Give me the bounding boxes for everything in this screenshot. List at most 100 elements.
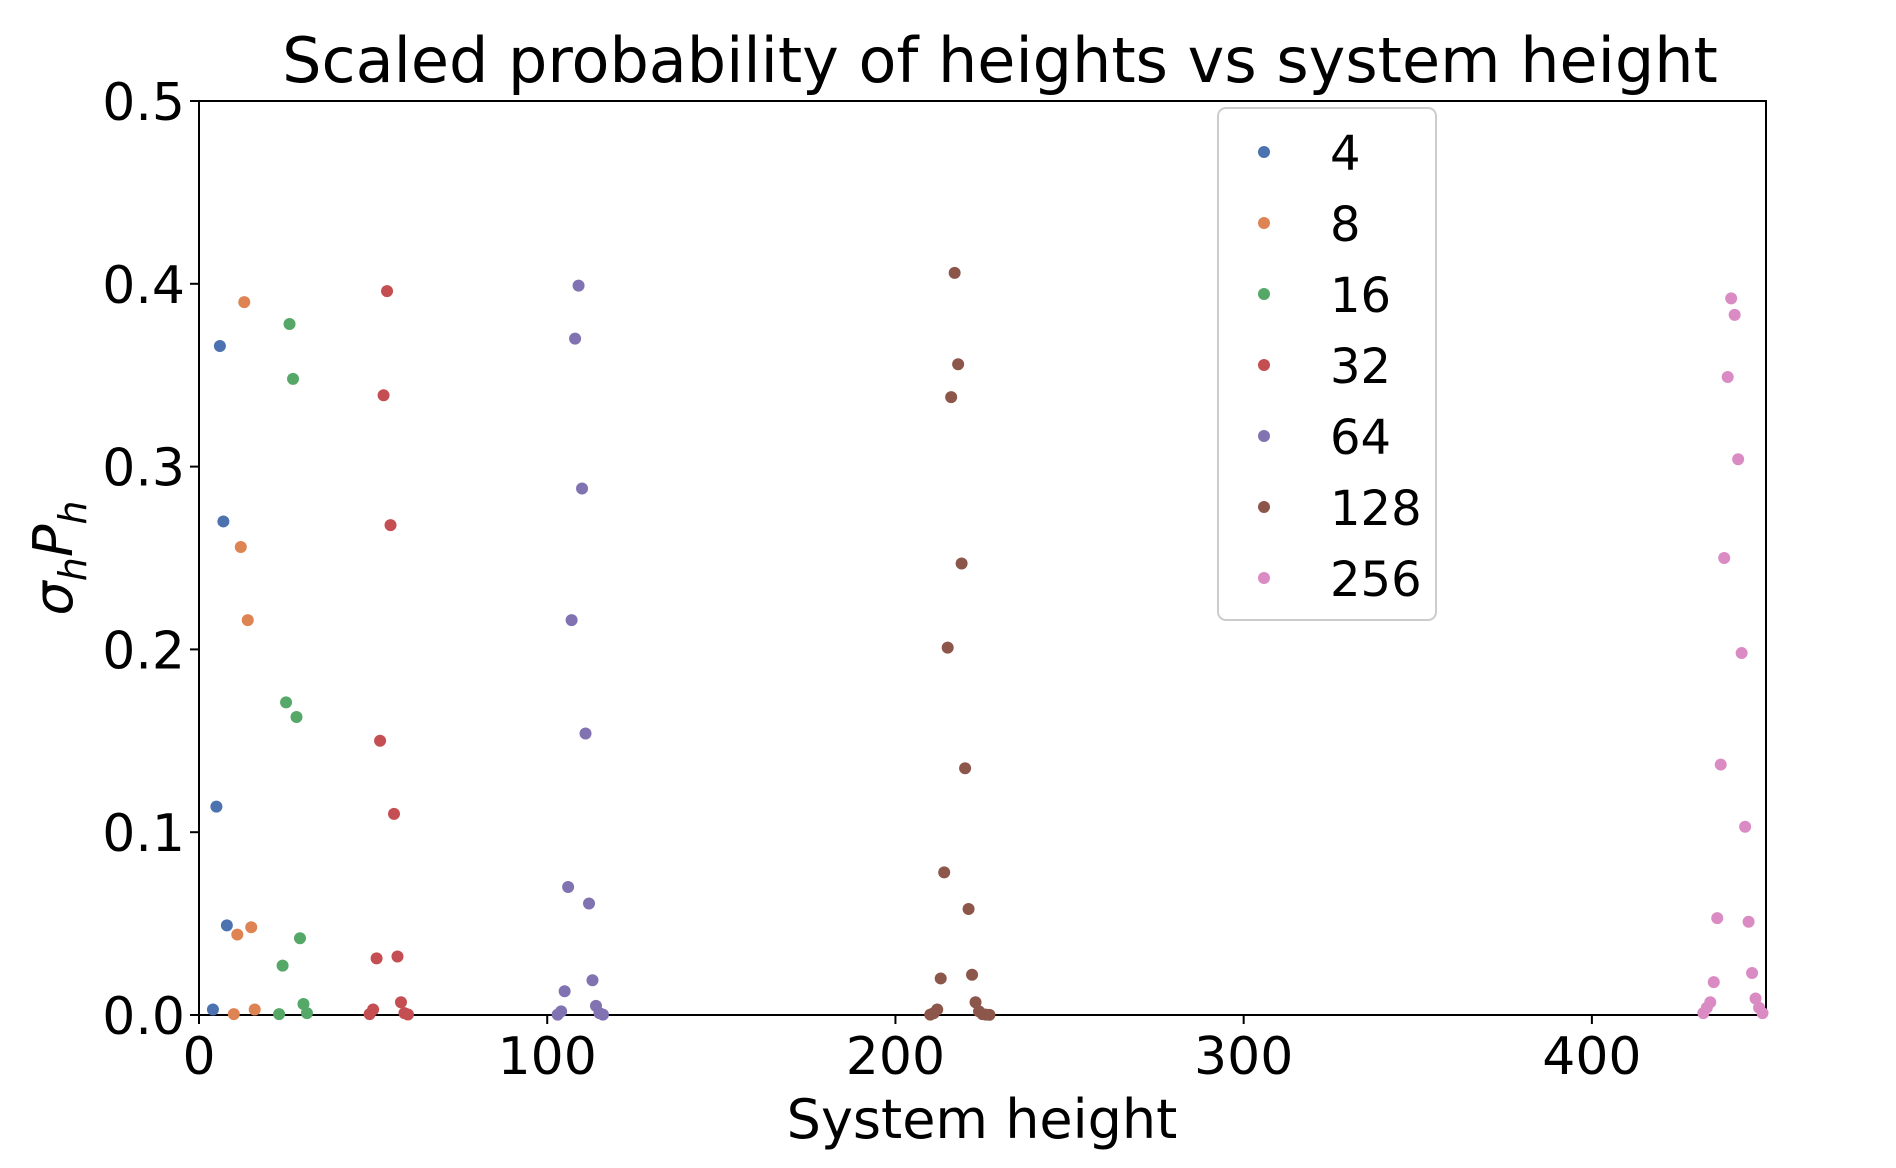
legend-label: 256 — [1330, 552, 1422, 608]
point-series-64 — [583, 897, 596, 910]
chart-title: Scaled probability of heights vs system … — [282, 24, 1718, 97]
point-series-256 — [1721, 371, 1734, 384]
y-axis-label-p: P — [22, 524, 85, 557]
point-series-32 — [384, 519, 397, 532]
y-tick-label: 0.2 — [102, 621, 185, 681]
point-series-4 — [206, 1003, 219, 1016]
y-axis-label-sub1: h — [51, 557, 95, 581]
point-series-256 — [1704, 996, 1717, 1009]
legend-marker-256 — [1258, 572, 1270, 584]
point-series-128 — [938, 866, 951, 879]
point-series-64 — [562, 881, 575, 894]
point-series-64 — [596, 1008, 609, 1021]
point-series-256 — [1718, 552, 1731, 564]
point-series-128 — [983, 1008, 996, 1021]
point-series-16 — [297, 998, 310, 1011]
point-series-32 — [391, 950, 404, 963]
point-series-256 — [1725, 292, 1738, 305]
point-series-8 — [238, 296, 251, 309]
x-axis-label: System height — [787, 1088, 1178, 1151]
point-series-64 — [576, 482, 589, 495]
legend-marker-8 — [1258, 217, 1270, 229]
legend-label: 64 — [1330, 410, 1391, 466]
legend: 4 8 16 32 64 128 256 — [1217, 107, 1437, 621]
point-series-256 — [1742, 915, 1755, 928]
point-series-8 — [227, 1008, 240, 1021]
point-series-16 — [300, 1007, 313, 1020]
point-series-128 — [934, 972, 947, 985]
point-series-256 — [1746, 966, 1759, 979]
y-tick-label: 0.3 — [102, 439, 185, 499]
point-series-16 — [283, 318, 296, 331]
point-series-16 — [290, 711, 303, 724]
point-series-128 — [966, 968, 979, 981]
point-series-4 — [213, 339, 226, 352]
scatter-points — [206, 266, 1769, 1021]
point-series-128 — [948, 266, 961, 279]
point-series-64 — [572, 279, 585, 292]
point-series-128 — [945, 391, 958, 404]
legend-box — [1217, 107, 1437, 621]
point-series-16 — [280, 696, 293, 709]
point-series-64 — [565, 614, 578, 627]
y-tick-label: 0.4 — [102, 256, 185, 316]
point-series-16 — [273, 1008, 286, 1021]
point-series-16 — [293, 932, 306, 945]
x-axis: 0 100 200 300 400 — [182, 1015, 1642, 1087]
point-series-256 — [1735, 647, 1748, 660]
x-tick-label: 300 — [1194, 1027, 1293, 1087]
legend-label: 16 — [1330, 268, 1391, 324]
point-series-8 — [245, 921, 258, 934]
point-series-32 — [377, 389, 390, 402]
legend-label: 8 — [1330, 197, 1361, 253]
point-series-4 — [220, 919, 233, 932]
y-tick-label: 0.0 — [102, 987, 185, 1047]
point-series-4 — [210, 800, 223, 813]
point-series-64 — [558, 985, 571, 998]
point-series-256 — [1756, 1007, 1769, 1020]
legend-marker-128 — [1258, 501, 1270, 513]
x-tick-label: 400 — [1542, 1027, 1641, 1087]
point-series-256 — [1739, 820, 1752, 833]
point-series-16 — [287, 372, 300, 385]
point-series-32 — [388, 807, 401, 820]
x-tick-label: 100 — [498, 1027, 597, 1087]
legend-marker-16 — [1258, 288, 1270, 300]
point-series-32 — [374, 734, 387, 747]
legend-marker-4 — [1258, 146, 1270, 158]
point-series-256 — [1711, 912, 1724, 925]
legend-label: 4 — [1330, 126, 1361, 182]
point-series-128 — [969, 996, 982, 1009]
point-series-256 — [1749, 992, 1762, 1005]
point-series-128 — [952, 358, 965, 371]
point-series-256 — [1732, 453, 1745, 466]
point-series-8 — [241, 614, 254, 627]
y-tick-label: 0.1 — [102, 804, 185, 864]
point-series-32 — [401, 1008, 414, 1021]
point-series-256 — [1728, 308, 1741, 321]
point-series-64 — [569, 332, 582, 345]
point-series-128 — [931, 1003, 944, 1016]
y-axis-label-sub2: h — [51, 501, 95, 525]
legend-label: 128 — [1330, 481, 1422, 537]
point-series-64 — [579, 727, 592, 740]
legend-marker-32 — [1258, 359, 1270, 371]
point-series-8 — [248, 1003, 261, 1016]
point-series-8 — [234, 541, 247, 554]
point-series-32 — [370, 952, 383, 965]
point-series-4 — [217, 515, 230, 528]
legend-label: 32 — [1330, 339, 1391, 395]
point-series-32 — [381, 285, 394, 298]
y-axis-label: σhPh — [22, 501, 95, 616]
x-tick-label: 200 — [846, 1027, 945, 1087]
point-series-128 — [959, 762, 972, 775]
legend-marker-64 — [1258, 430, 1270, 442]
point-series-64 — [586, 974, 599, 987]
point-series-128 — [962, 902, 975, 915]
plot-area — [198, 100, 1767, 1016]
point-series-64 — [555, 1005, 568, 1018]
point-series-128 — [955, 557, 968, 570]
point-series-16 — [276, 959, 289, 972]
point-series-32 — [394, 996, 407, 1009]
